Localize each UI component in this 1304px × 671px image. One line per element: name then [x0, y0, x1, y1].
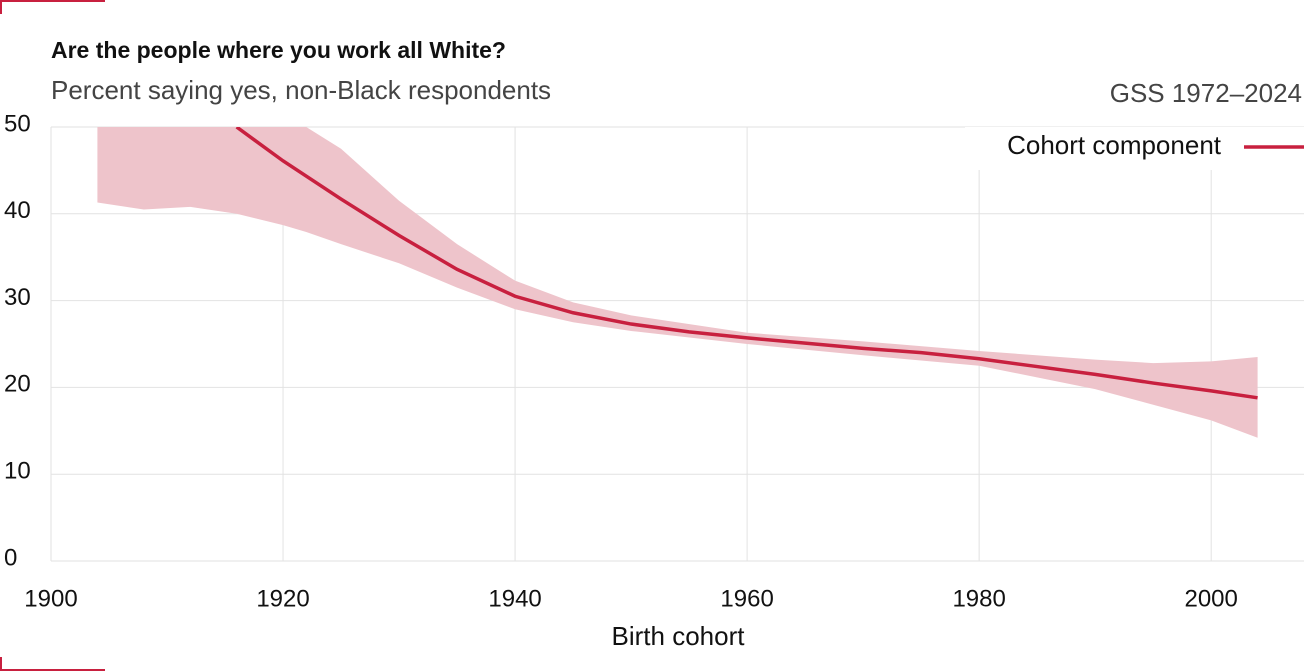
y-tick-label: 10: [4, 458, 31, 485]
y-tick-label: 40: [4, 197, 31, 224]
series-line: [235, 127, 1258, 400]
x-axis-label: Birth cohort: [612, 621, 746, 651]
legend-label: Cohort component: [1007, 130, 1222, 160]
chart-subtitle: Percent saying yes, non-Black respondent…: [51, 75, 551, 105]
y-tick-label: 20: [4, 371, 31, 398]
x-tick-label: 1920: [256, 585, 309, 612]
corner-decoration: [0, 0, 105, 671]
x-tick-label: 1900: [24, 585, 77, 612]
confidence-band: [97, 127, 1258, 438]
source: GSS 1972–2024: [1110, 78, 1302, 108]
x-tick-label: 1940: [488, 585, 541, 612]
chart-title: Are the people where you work all White?: [51, 37, 506, 63]
y-tick-label: 30: [4, 284, 31, 311]
y-tick-label: 50: [4, 110, 31, 137]
y-tick-label: 0: [4, 544, 17, 571]
x-tick-label: 1980: [952, 585, 1005, 612]
x-tick-label: 1960: [720, 585, 773, 612]
x-tick-label: 2000: [1184, 585, 1237, 612]
